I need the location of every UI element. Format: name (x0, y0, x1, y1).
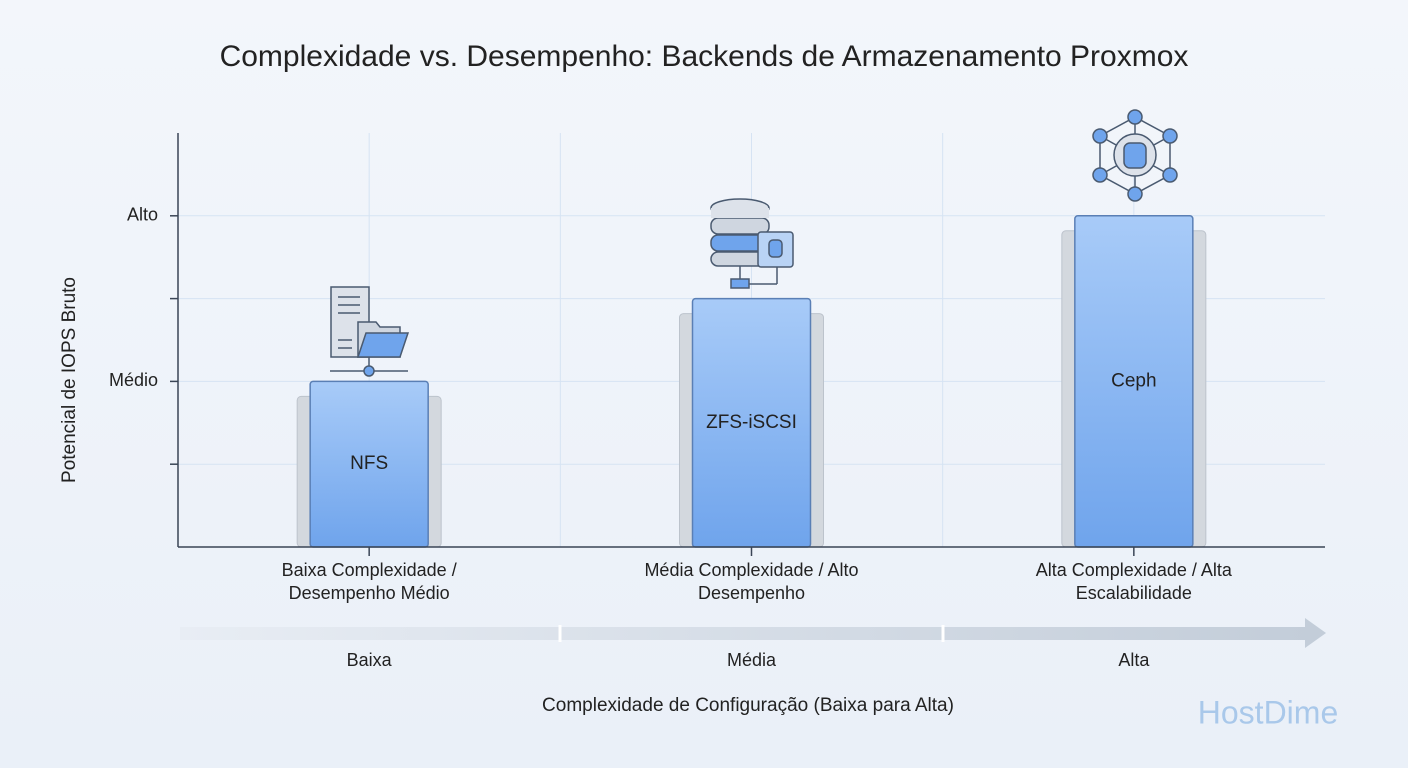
y-tick-label: Médio (109, 370, 158, 390)
scale-label: Alta (1118, 650, 1150, 670)
scale-label: Baixa (347, 650, 393, 670)
y-axis-label: Potencial de IOPS Bruto (59, 277, 80, 483)
bar-label: NFS (350, 453, 388, 474)
scale-arrow (180, 627, 1310, 640)
x-tick-label: Alta Complexidade / Alta Escalabilidade (1035, 560, 1232, 603)
zfs-icon (710, 198, 794, 289)
x-tick-label: Baixa Complexidade / Desempenho Médio (281, 560, 457, 603)
bar-label: ZFS-iSCSI (706, 412, 797, 433)
bar-label: Ceph (1111, 370, 1156, 391)
watermark: HostDime (1198, 694, 1338, 730)
arrow-head (1305, 618, 1326, 648)
x-tick-label: Média Complexidade / Alto Desempenho (644, 560, 859, 603)
bars: NFS ZFS-iSCSI Ceph (296, 215, 1207, 548)
ceph-icon (1092, 109, 1178, 202)
nfs-icon (330, 286, 410, 377)
scale-label: Média (727, 650, 777, 670)
chart-title: Complexidade vs. Desempenho: Backends de… (220, 40, 1189, 73)
x-axis-label: Complexidade de Configuração (Baixa para… (542, 695, 954, 716)
y-tick-label: Alto (127, 205, 158, 225)
